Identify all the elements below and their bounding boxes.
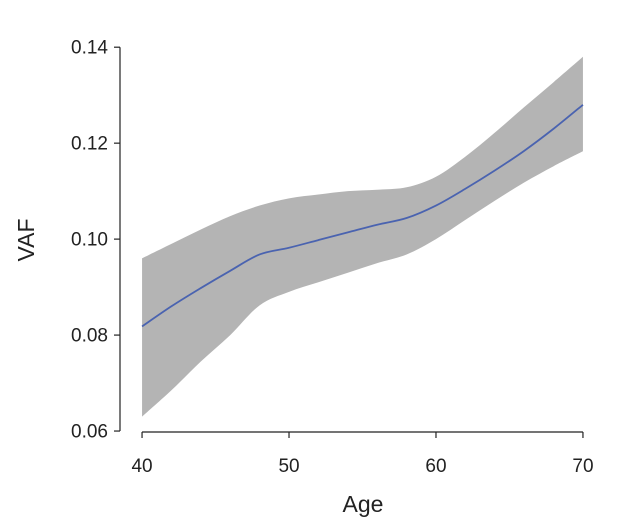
y-tick-label: 0.12 — [71, 134, 108, 155]
y-tick-label: 0.06 — [71, 422, 108, 443]
x-tick-label: 50 — [278, 456, 299, 477]
x-axis-title: Age — [343, 491, 384, 517]
y-tick-label: 0.14 — [71, 38, 108, 59]
trend-line-layer — [141, 104, 584, 328]
x-tick-label: 70 — [572, 456, 593, 477]
y-axis-title: VAF — [13, 218, 39, 261]
confidence-band-layer — [142, 56, 583, 417]
x-tick-label: 40 — [131, 456, 152, 477]
axes: 0.06 0.08 0.10 0.12 0.14 40 50 60 70 — [71, 38, 594, 477]
y-tick-label: 0.10 — [71, 230, 108, 251]
y-tick-label: 0.08 — [71, 326, 108, 347]
confidence-band — [142, 56, 583, 417]
x-tick-label: 60 — [425, 456, 446, 477]
trend-line — [141, 104, 584, 328]
